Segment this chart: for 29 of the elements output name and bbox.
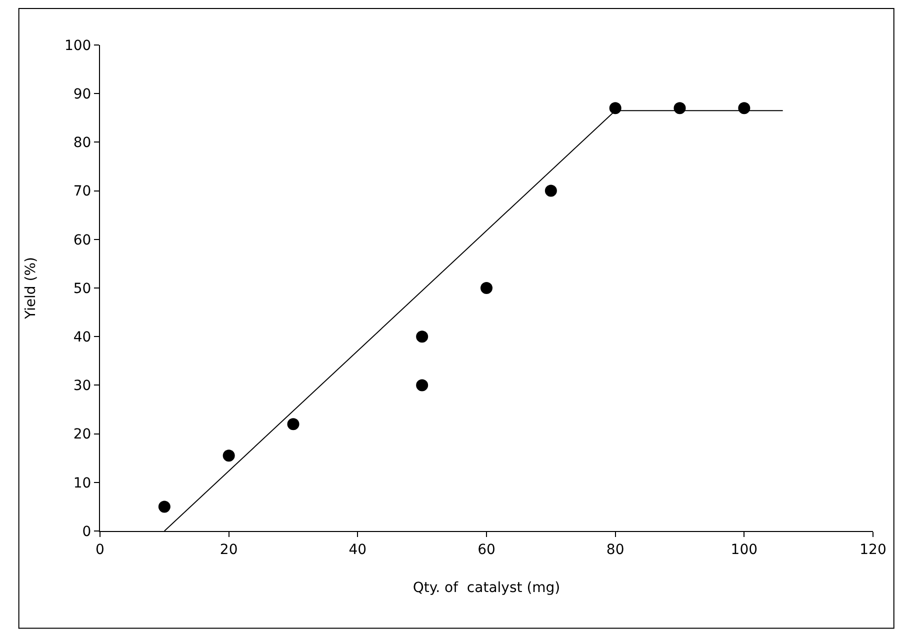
point: [416, 330, 428, 343]
point: [480, 282, 492, 294]
x-tick-label: 60: [478, 542, 496, 558]
x-tick-label: 40: [348, 542, 367, 558]
point: [222, 450, 235, 462]
point: [287, 418, 300, 430]
point: [158, 500, 170, 513]
x-tick-label: 120: [860, 542, 886, 558]
x-tick-label: 80: [606, 542, 624, 558]
x-tick-label: 0: [96, 542, 104, 558]
y-tick-label: 70: [73, 184, 92, 200]
x-tick-label: 100: [730, 542, 758, 558]
y-tick-label: 20: [73, 426, 92, 443]
y-tick-label: 60: [73, 232, 92, 248]
y-tick-label: 80: [73, 135, 92, 152]
y-axis-title: Yield (%): [23, 256, 40, 320]
y-tick-label: 30: [73, 378, 92, 394]
x-tick-label: 20: [220, 542, 238, 558]
y-tick-label: 40: [73, 330, 92, 346]
y-tick-label: 50: [73, 280, 92, 297]
y-tick-label: 90: [73, 86, 92, 102]
y-tick-label: 100: [64, 38, 92, 54]
point: [544, 184, 557, 197]
point: [738, 102, 750, 114]
y-tick-label: 0: [82, 524, 92, 540]
point: [416, 379, 428, 392]
x-axis-title: Qty. of catalyst (mg): [412, 580, 560, 596]
point: [609, 102, 622, 114]
y-tick-label: 10: [73, 475, 92, 492]
